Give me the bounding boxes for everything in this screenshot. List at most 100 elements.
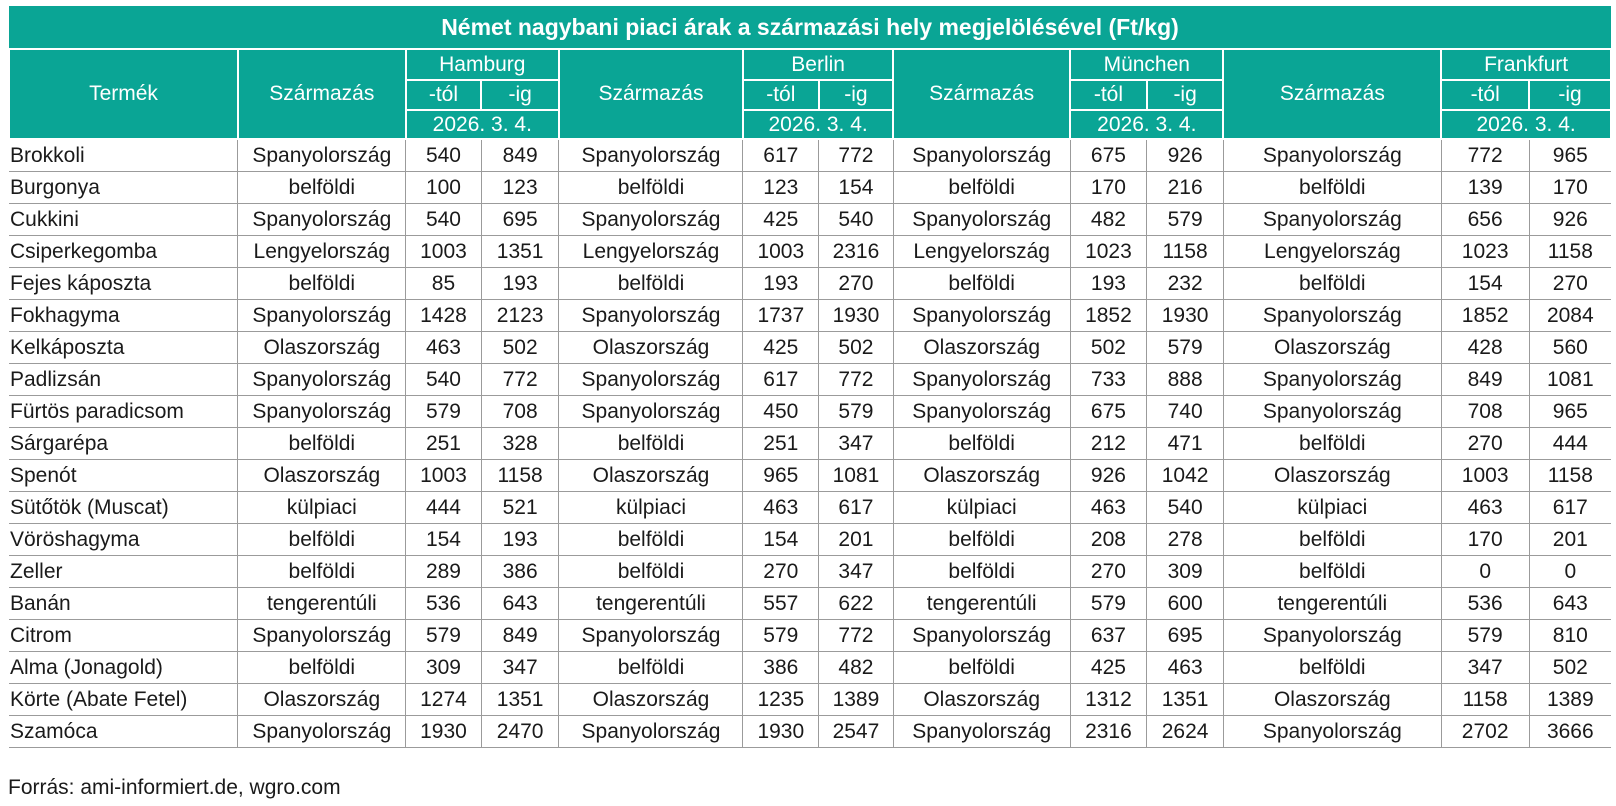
price-from-cell: 450 xyxy=(742,395,820,428)
price-to-cell: 1389 xyxy=(1529,683,1611,716)
price-from-cell: 1158 xyxy=(1441,683,1530,716)
origin-cell: belföldi xyxy=(893,523,1071,556)
price-from-cell: 708 xyxy=(1441,395,1530,428)
table-row: Fürtös paradicsom Spanyolország 579 708 Span… xyxy=(9,395,1611,428)
origin-cell: Spanyolország xyxy=(237,715,407,748)
price-from-cell: 1737 xyxy=(742,299,820,332)
product-name: Fürtös paradicsom xyxy=(9,395,239,428)
price-from-cell: 579 xyxy=(405,395,482,428)
price-from-cell: 270 xyxy=(742,555,820,588)
origin-cell: belföldi xyxy=(237,267,407,300)
header-date: 2026. 3. 4. xyxy=(404,109,560,140)
price-to-cell: 201 xyxy=(818,523,894,556)
price-from-cell: 251 xyxy=(742,427,820,460)
price-to-cell: 2316 xyxy=(818,235,894,268)
origin-cell: Spanyolország xyxy=(237,395,407,428)
header-from: -tól xyxy=(741,79,820,111)
table-row: Sárgarépa belföldi 251 328 belföldi 251 347 bel… xyxy=(9,427,1611,460)
price-to-cell: 849 xyxy=(481,139,560,172)
header-origin-berlin: Származás xyxy=(557,48,744,140)
product-name: Banán xyxy=(9,587,239,620)
price-to-cell: 232 xyxy=(1146,267,1224,300)
price-to-cell: 622 xyxy=(818,587,894,620)
header-to: -ig xyxy=(480,79,560,111)
price-from-cell: 463 xyxy=(1070,491,1148,524)
header-from: -tól xyxy=(404,79,483,111)
price-from-cell: 463 xyxy=(742,491,820,524)
origin-cell: Spanyolország xyxy=(893,363,1071,396)
price-from-cell: 289 xyxy=(405,555,482,588)
price-from-cell: 425 xyxy=(1070,651,1148,684)
price-from-cell: 540 xyxy=(405,139,482,172)
price-to-cell: 347 xyxy=(818,555,894,588)
product-name: Burgonya xyxy=(9,171,239,204)
price-to-cell: 540 xyxy=(1146,491,1224,524)
product-name: Sütőtök (Muscat) xyxy=(9,491,239,524)
origin-cell: Spanyolország xyxy=(558,363,744,396)
price-table: Német nagybani piaci árak a származási h… xyxy=(8,6,1612,748)
origin-cell: belföldi xyxy=(893,171,1071,204)
price-from-cell: 637 xyxy=(1070,619,1148,652)
origin-cell: Olaszország xyxy=(1223,683,1442,716)
price-from-cell: 154 xyxy=(742,523,820,556)
origin-cell: Olaszország xyxy=(893,459,1071,492)
origin-cell: belföldi xyxy=(237,651,407,684)
origin-cell: Olaszország xyxy=(1223,459,1442,492)
price-to-cell: 2547 xyxy=(818,715,894,748)
product-name: Körte (Abate Fetel) xyxy=(9,683,239,716)
table-row: Sütőtök (Muscat) külpiaci 444 521 külpiaci 46… xyxy=(9,491,1611,524)
header-city-munchen: München xyxy=(1069,48,1225,81)
header-product: Termék xyxy=(8,48,239,140)
product-name: Citrom xyxy=(9,619,239,652)
origin-cell: tengerentúli xyxy=(237,587,407,620)
origin-cell: Spanyolország xyxy=(893,715,1071,748)
price-from-cell: 540 xyxy=(405,363,482,396)
origin-cell: tengerentúli xyxy=(893,587,1071,620)
price-to-cell: 560 xyxy=(1529,331,1611,364)
product-name: Cukkini xyxy=(9,203,239,236)
price-to-cell: 309 xyxy=(1146,555,1224,588)
header-date: 2026. 3. 4. xyxy=(1069,109,1225,140)
price-to-cell: 695 xyxy=(1146,619,1224,652)
origin-cell: belföldi xyxy=(1223,651,1442,684)
origin-cell: Spanyolország xyxy=(1223,299,1442,332)
price-from-cell: 540 xyxy=(405,203,482,236)
price-from-cell: 617 xyxy=(742,363,820,396)
header-from: -tól xyxy=(1069,79,1148,111)
header-city-hamburg: Hamburg xyxy=(404,48,560,81)
table-row: Kelkáposzta Olaszország 463 502 Olaszország 4… xyxy=(9,331,1611,364)
origin-cell: belföldi xyxy=(558,171,744,204)
table-row: Banán tengerentúli 536 643 tengerentúli 557 62… xyxy=(9,587,1611,620)
price-from-cell: 1003 xyxy=(405,459,482,492)
price-from-cell: 557 xyxy=(742,587,820,620)
price-from-cell: 2316 xyxy=(1070,715,1148,748)
price-to-cell: 1081 xyxy=(818,459,894,492)
header-to: -ig xyxy=(1145,79,1225,111)
price-to-cell: 2084 xyxy=(1529,299,1611,332)
origin-cell: külpiaci xyxy=(1223,491,1442,524)
table-row: Alma (Jonagold) belföldi 309 347 belföldi 386… xyxy=(9,651,1611,684)
price-to-cell: 772 xyxy=(818,363,894,396)
table-row: Burgonya belföldi 100 123 belföldi 123 154 belf… xyxy=(9,171,1611,204)
product-name: Brokkoli xyxy=(9,139,239,172)
price-from-cell: 1312 xyxy=(1070,683,1148,716)
origin-cell: Spanyolország xyxy=(558,299,744,332)
price-to-cell: 2624 xyxy=(1146,715,1224,748)
price-to-cell: 347 xyxy=(481,651,560,684)
price-from-cell: 386 xyxy=(742,651,820,684)
origin-cell: Spanyolország xyxy=(893,139,1071,172)
price-to-cell: 772 xyxy=(481,363,560,396)
table-row: Cukkini Spanyolország 540 695 Spanyolország 4… xyxy=(9,203,1611,236)
origin-cell: belföldi xyxy=(893,427,1071,460)
price-to-cell: 810 xyxy=(1529,619,1611,652)
origin-cell: Spanyolország xyxy=(237,363,407,396)
origin-cell: Olaszország xyxy=(893,683,1071,716)
price-to-cell: 193 xyxy=(481,267,560,300)
price-from-cell: 309 xyxy=(405,651,482,684)
header-to: -ig xyxy=(817,79,895,111)
price-from-cell: 444 xyxy=(405,491,482,524)
origin-cell: Spanyolország xyxy=(237,139,407,172)
table-row: Körte (Abate Fetel) Olaszország 1274 1351 Ol… xyxy=(9,683,1611,716)
price-to-cell: 617 xyxy=(818,491,894,524)
price-to-cell: 600 xyxy=(1146,587,1224,620)
